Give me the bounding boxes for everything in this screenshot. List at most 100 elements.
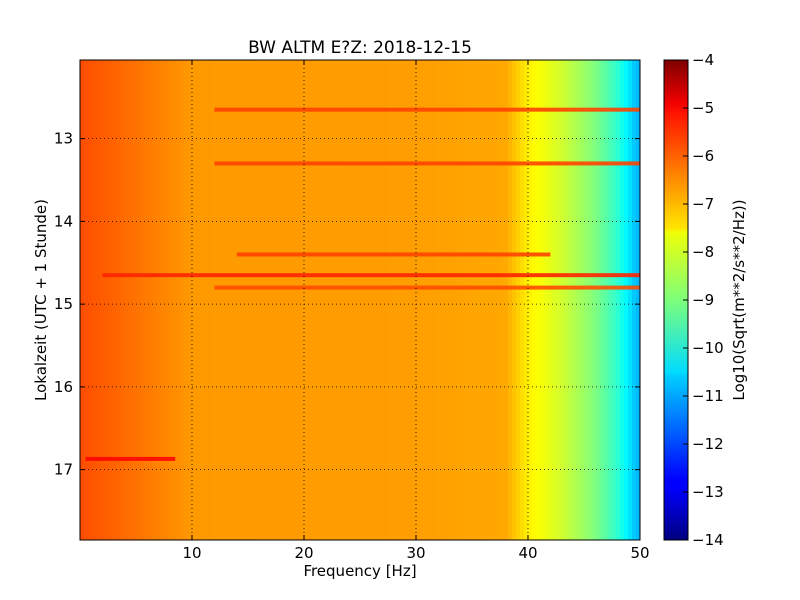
spectrum-column bbox=[108, 60, 113, 540]
spectrum-column bbox=[228, 60, 233, 540]
chart-title: BW ALTM E?Z: 2018-12-15 bbox=[248, 38, 472, 58]
spectrum-column bbox=[292, 60, 297, 540]
colorbar-tick-label: −9 bbox=[692, 291, 714, 309]
spectrum-column bbox=[588, 60, 593, 540]
spectrum-column bbox=[112, 60, 117, 540]
spectrum-column bbox=[468, 60, 473, 540]
spectrum-column bbox=[256, 60, 261, 540]
spectrum-column bbox=[436, 60, 441, 540]
spectrum-column bbox=[584, 60, 589, 540]
spectrum-column bbox=[484, 60, 489, 540]
spectrum-column bbox=[352, 60, 357, 540]
spectrum-column bbox=[184, 60, 189, 540]
spectrum-column bbox=[312, 60, 317, 540]
spectrum-column bbox=[408, 60, 413, 540]
spectrum-column bbox=[600, 60, 605, 540]
spectrum-column bbox=[328, 60, 333, 540]
spectrum-column bbox=[224, 60, 229, 540]
spectrum-column bbox=[168, 60, 173, 540]
spectral-band bbox=[214, 107, 640, 112]
spectrum-column bbox=[280, 60, 285, 540]
spectrum-column bbox=[264, 60, 269, 540]
spectrum-column bbox=[480, 60, 485, 540]
spectrum-column bbox=[248, 60, 253, 540]
spectrum-column bbox=[284, 60, 289, 540]
spectrum-column bbox=[616, 60, 621, 540]
spectrum-column bbox=[96, 60, 101, 540]
y-tick-label: 13 bbox=[54, 130, 73, 148]
spectrum-column bbox=[424, 60, 429, 540]
spectrum-column bbox=[368, 60, 373, 540]
spectrum-column bbox=[192, 60, 197, 540]
colorbar-label: Log10(Sqrt(m**2/s**2/Hz)) bbox=[730, 199, 748, 400]
spectrum-column bbox=[580, 60, 585, 540]
colorbar-tick-label: −11 bbox=[692, 387, 724, 405]
spectrum-column bbox=[240, 60, 245, 540]
spectrum-column bbox=[128, 60, 133, 540]
spectrum-column bbox=[444, 60, 449, 540]
y-axis-ticks: 13 14 15 16 17 bbox=[54, 130, 640, 479]
spectrum-column bbox=[188, 60, 193, 540]
spectrum-column bbox=[160, 60, 165, 540]
spectrum-column bbox=[220, 60, 225, 540]
spectrum-column bbox=[504, 60, 509, 540]
spectrum-column bbox=[268, 60, 273, 540]
spectrum-column bbox=[208, 60, 213, 540]
spectrum-column bbox=[92, 60, 97, 540]
spectrum-column bbox=[344, 60, 349, 540]
spectrum-column bbox=[296, 60, 301, 540]
spectrum-column bbox=[200, 60, 205, 540]
x-tick-label: 20 bbox=[294, 544, 313, 562]
x-tick-label: 40 bbox=[518, 544, 537, 562]
spectrum-column bbox=[348, 60, 353, 540]
spectrum-column bbox=[552, 60, 557, 540]
spectrum-column bbox=[404, 60, 409, 540]
spectrum-column bbox=[84, 60, 89, 540]
spectrum-column bbox=[628, 60, 633, 540]
spectrum-column bbox=[488, 60, 493, 540]
spectrum-column bbox=[364, 60, 369, 540]
spectrum-column bbox=[340, 60, 345, 540]
spectrum-column bbox=[548, 60, 553, 540]
y-tick-label: 15 bbox=[54, 295, 73, 313]
spectrum-column bbox=[216, 60, 221, 540]
x-axis-label: Frequency [Hz] bbox=[303, 562, 416, 580]
spectrum-column bbox=[636, 60, 640, 540]
spectrum-column bbox=[132, 60, 137, 540]
spectrum-column bbox=[260, 60, 265, 540]
spectrum-column bbox=[244, 60, 249, 540]
spectrum-column bbox=[104, 60, 109, 540]
spectrum-column bbox=[500, 60, 505, 540]
plot-frame bbox=[79, 59, 641, 541]
spectral-band bbox=[214, 161, 640, 166]
spectrum-column bbox=[100, 60, 105, 540]
spectrum-column bbox=[300, 60, 305, 540]
spectral-band bbox=[102, 273, 640, 278]
spectrum-column bbox=[512, 60, 517, 540]
colorbar-tick-label: −10 bbox=[692, 339, 724, 357]
spectrum-column bbox=[536, 60, 541, 540]
spectrum-column bbox=[372, 60, 377, 540]
spectrum-column bbox=[508, 60, 513, 540]
spectrum-column bbox=[180, 60, 185, 540]
spectrum-column bbox=[532, 60, 537, 540]
spectrum-column bbox=[136, 60, 141, 540]
spectrum-column bbox=[568, 60, 573, 540]
spectrum-column bbox=[164, 60, 169, 540]
spectral-band bbox=[236, 252, 551, 257]
spectrum-column bbox=[324, 60, 329, 540]
spectrum-column bbox=[592, 60, 597, 540]
colorbar-tick-label: −6 bbox=[692, 147, 714, 165]
spectrum-column bbox=[624, 60, 629, 540]
spectral-bands bbox=[85, 107, 640, 461]
spectrum-column bbox=[392, 60, 397, 540]
spectrum-column bbox=[604, 60, 609, 540]
spectrum-column bbox=[608, 60, 613, 540]
spectrum-column bbox=[572, 60, 577, 540]
spectral-band bbox=[214, 285, 640, 290]
spectrogram-heatmap bbox=[80, 60, 640, 540]
spectrum-column bbox=[632, 60, 637, 540]
spectrum-column bbox=[564, 60, 569, 540]
spectrum-column bbox=[556, 60, 561, 540]
spectrum-column bbox=[496, 60, 501, 540]
